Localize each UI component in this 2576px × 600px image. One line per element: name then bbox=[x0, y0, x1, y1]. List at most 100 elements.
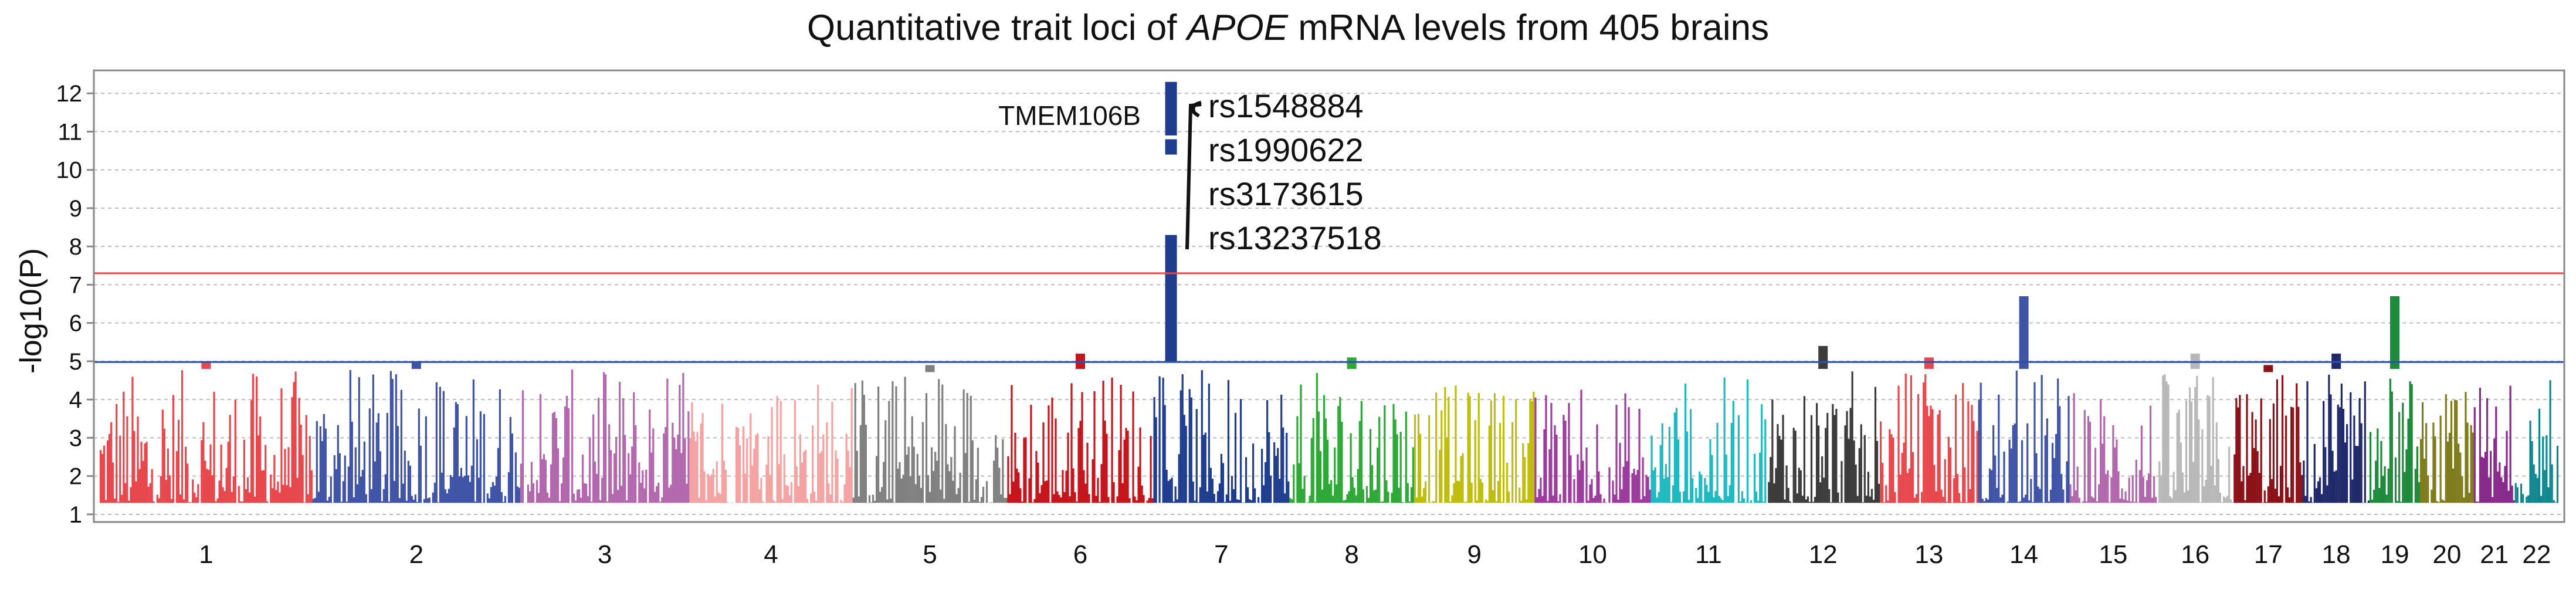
point-column bbox=[223, 491, 226, 503]
point-column bbox=[1771, 399, 1774, 503]
point-column bbox=[1007, 456, 1009, 503]
point-column bbox=[342, 481, 344, 503]
point-column bbox=[1684, 384, 1687, 503]
point-column bbox=[2155, 497, 2157, 503]
point-column bbox=[1213, 494, 1215, 503]
point-column bbox=[1810, 415, 1813, 503]
point-column bbox=[1382, 501, 1384, 503]
point-column bbox=[2441, 499, 2443, 503]
point-column bbox=[1396, 434, 1398, 503]
point-column bbox=[453, 427, 455, 503]
point-column bbox=[854, 383, 856, 503]
point-column bbox=[1185, 426, 1187, 503]
point-column bbox=[659, 501, 662, 503]
point-column bbox=[2373, 490, 2375, 503]
point-column bbox=[465, 416, 467, 503]
point-column bbox=[479, 411, 482, 503]
point-column bbox=[2304, 496, 2307, 503]
point-column bbox=[1433, 501, 1436, 503]
point-column bbox=[1923, 382, 1925, 503]
point-column bbox=[2371, 500, 2374, 503]
point-column bbox=[2272, 403, 2275, 503]
point-column bbox=[703, 471, 706, 503]
point-column bbox=[1025, 437, 1027, 503]
point-column bbox=[2396, 501, 2399, 503]
point-column bbox=[1714, 491, 1717, 503]
point-column bbox=[2546, 435, 2548, 503]
point-column bbox=[1835, 409, 1838, 503]
chromosome-14-points bbox=[1978, 296, 2070, 503]
point-column bbox=[2382, 476, 2384, 503]
point-column bbox=[2191, 401, 2193, 503]
point-column bbox=[1787, 487, 1789, 503]
gene-label: TMEM106B bbox=[998, 100, 1141, 131]
point-column bbox=[2320, 494, 2323, 503]
point-column bbox=[765, 465, 768, 503]
point-column bbox=[2003, 451, 2005, 503]
point-column bbox=[2142, 477, 2145, 503]
point-column bbox=[1709, 439, 1711, 503]
point-column bbox=[2414, 469, 2416, 503]
point-column bbox=[1642, 457, 1644, 503]
point-column bbox=[633, 392, 635, 503]
point-column bbox=[319, 426, 321, 503]
point-column bbox=[2219, 493, 2222, 503]
point-column bbox=[2251, 412, 2253, 503]
point-column bbox=[1146, 500, 1148, 503]
point-column bbox=[1988, 468, 1991, 503]
point-column bbox=[296, 477, 299, 503]
chromosome-15-points bbox=[2069, 393, 2157, 503]
point-column bbox=[1633, 469, 1635, 503]
point-column bbox=[1000, 494, 1002, 503]
point-column bbox=[1711, 455, 1713, 503]
point-column bbox=[1666, 477, 1669, 503]
point-column bbox=[1398, 487, 1400, 503]
point-column bbox=[1830, 502, 1832, 503]
point-column bbox=[2353, 415, 2355, 503]
point-column bbox=[520, 463, 522, 503]
point-column bbox=[470, 465, 473, 503]
point-column bbox=[1307, 502, 1309, 503]
point-column bbox=[1990, 470, 1993, 503]
point-column bbox=[2279, 466, 2282, 503]
point-column bbox=[2138, 470, 2141, 503]
point-column bbox=[2039, 489, 2041, 503]
point-column bbox=[1945, 501, 1948, 503]
point-column bbox=[799, 434, 802, 503]
point-column bbox=[2507, 490, 2510, 503]
point-column bbox=[241, 501, 243, 503]
point-column bbox=[1846, 411, 1848, 503]
point-column bbox=[502, 501, 504, 503]
point-column bbox=[1594, 495, 1597, 503]
point-column bbox=[1799, 470, 1802, 503]
point-column bbox=[574, 500, 577, 503]
point-column bbox=[321, 441, 323, 503]
point-column bbox=[497, 448, 499, 503]
point-column bbox=[289, 487, 292, 503]
point-column bbox=[587, 496, 589, 503]
point-column bbox=[1484, 499, 1487, 503]
point-column bbox=[303, 502, 306, 503]
peak-marker bbox=[2019, 296, 2029, 369]
point-column bbox=[1529, 398, 1531, 503]
point-column bbox=[1978, 399, 1980, 503]
point-column bbox=[1253, 488, 1256, 503]
point-column bbox=[890, 499, 892, 503]
x-tick-label: 1 bbox=[199, 540, 213, 569]
chromosome-11-points bbox=[1650, 377, 1767, 503]
point-column bbox=[679, 385, 681, 503]
point-column bbox=[2402, 402, 2404, 503]
x-tick-label: 3 bbox=[598, 540, 612, 569]
point-column bbox=[2270, 479, 2273, 503]
chromosome-9-points bbox=[1414, 385, 1535, 503]
point-column bbox=[576, 489, 579, 503]
point-column bbox=[1287, 481, 1290, 503]
point-column bbox=[2019, 501, 2022, 503]
point-column bbox=[368, 408, 371, 503]
point-column bbox=[635, 425, 637, 503]
y-tick-label: 12 bbox=[56, 81, 83, 107]
point-column bbox=[809, 493, 812, 503]
point-column bbox=[1762, 501, 1765, 503]
point-column bbox=[2110, 477, 2113, 503]
point-column bbox=[1825, 428, 1827, 503]
